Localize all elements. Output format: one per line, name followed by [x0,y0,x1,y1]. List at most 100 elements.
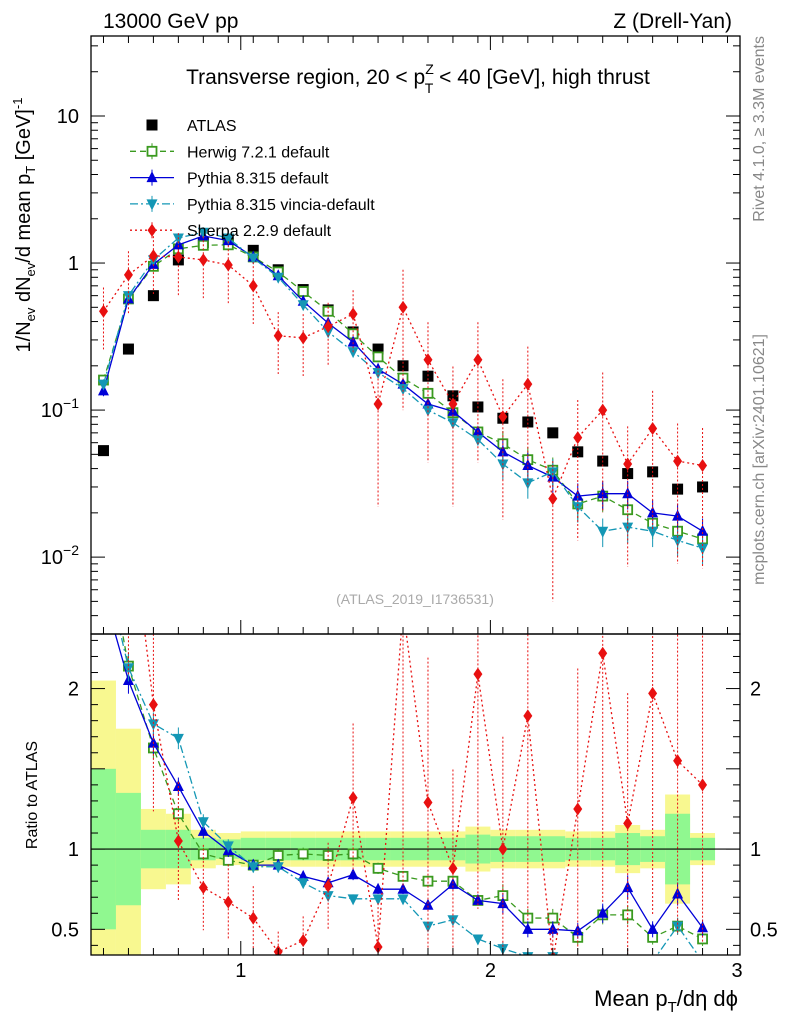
legend-entry-pythia: Pythia 8.315 default [130,169,329,188]
ratio-point-vincia-14 [447,915,459,927]
ratio-point-pythia-20 [597,906,609,918]
point-vincia-7 [272,272,284,284]
ratio-point-herwig-0 [99,524,108,533]
point-sherpa-9 [323,320,333,334]
ratio-point-vincia-11 [372,894,384,906]
side-rivet-text: Rivet 4.1.0, ≥ 3.3M events [751,36,768,222]
point-vincia-4 [197,227,209,239]
ratio-point-sherpa-22 [648,686,658,700]
ratio-point-sherpa-14 [448,861,458,875]
point-atlas-21 [622,468,634,480]
point-vincia-6 [247,253,259,265]
ratio-point-vincia-2 [147,719,159,731]
ratio-point-pythia-13 [422,898,434,910]
ratio-series-sherpa [127,634,708,955]
point-sherpa-2 [148,249,158,263]
point-sherpa-10 [348,307,358,321]
main-ytick-label-1: 10−1 [41,395,79,422]
legend-label-atlas: ATLAS [187,118,237,135]
ratio-point-sherpa-17 [523,709,533,723]
main-ytick-label-3: 10 [57,106,79,128]
ratio-ytick-label-left-0: 0.5 [51,919,79,941]
point-pythia-10 [347,335,359,347]
point-sherpa-6 [248,279,258,293]
x-axis-label: Mean pT/dη dϕ [594,986,738,1016]
point-atlas-18 [547,427,559,439]
point-sherpa-4 [198,253,208,267]
ratio-point-vincia-24 [697,957,708,968]
ratio-ytick-label-left-2: 2 [68,679,79,701]
point-atlas-6 [247,244,259,256]
ratio-point-sherpa-24 [698,778,708,792]
point-sherpa-19 [573,431,583,445]
main-ytick-label-2: 1 [68,253,79,275]
ratio-ytick-label-right-2: 2 [750,679,761,701]
main-y-axis-label: 1/Nev dNev/d mean pT [GeV]-1 [10,98,38,353]
point-vincia-18 [547,467,559,479]
ratio-frame [90,633,741,956]
point-vincia-22 [647,526,659,538]
ratio-point-herwig-5 [222,854,234,866]
main-ytick-exp-1: −1 [63,395,79,411]
ratio-point-sherpa-3 [173,834,183,848]
legend-entry-atlas: ATLAS [146,118,237,135]
point-sherpa-20 [598,403,608,417]
ratio-point-vincia-6 [247,862,259,874]
ratio-point-sherpa-16 [498,842,508,856]
point-sherpa-23 [673,454,683,468]
point-vincia-15 [472,435,484,447]
point-vincia-10 [347,347,359,359]
point-vincia-12 [397,384,409,396]
point-atlas-19 [572,446,584,458]
ratio-point-pythia-17 [522,922,534,934]
point-sherpa-24 [698,458,708,472]
ratio-point-herwig-8 [297,848,309,860]
series-vincia [97,227,709,565]
point-sherpa-17 [523,377,533,391]
legend-marker-sherpa [147,223,157,237]
x-label-sub: T [668,999,677,1016]
ratio-point-sherpa-4 [198,881,208,895]
legend: ATLAS Herwig 7.2.1 default Pythia 8.315 de… [130,118,375,240]
point-sherpa-16 [498,410,508,424]
legend-label-vincia: Pythia 8.315 vincia-default [187,197,375,214]
ratio-point-vincia-5 [222,841,234,853]
ratio-point-pythia-22 [647,922,659,934]
main-ytick-base-3: 10 [57,106,79,128]
analysis-watermark: (ATLAS_2019_I1736531) [336,591,494,607]
legend-label-sherpa: Sherpa 2.2.9 default [187,223,332,240]
point-vincia-5 [222,233,234,245]
main-ytick-base-1: 10 [41,400,63,422]
ratio-point-herwig-18 [547,912,559,924]
ratio-point-sherpa-21 [623,816,633,830]
ratio-point-pythia-4 [197,824,209,836]
x-label-part-1: Mean p [594,986,667,1011]
point-sherpa-12 [398,300,408,314]
ratio-point-vincia-19 [572,957,583,968]
ratio-point-vincia-12 [397,894,409,906]
ratio-point-pythia-10 [347,868,359,880]
point-vincia-8 [297,300,309,312]
ratio-point-vincia-4 [197,817,209,829]
point-pythia-23 [672,509,684,521]
point-vincia-19 [572,502,584,514]
point-herwig-11 [372,351,384,363]
point-sherpa-18 [548,492,558,506]
series-sherpa [98,232,708,602]
ratio-point-sherpa-2 [148,698,158,712]
title-sub-t: T [425,80,434,96]
legend-marker-vincia [146,199,158,211]
point-atlas-0 [97,445,109,457]
point-sherpa-11 [373,397,383,411]
main-plot [97,227,709,602]
ratio-point-sherpa-15 [473,667,483,681]
ratio-y-axis-label: Ratio to ATLAS [24,741,41,849]
legend-entry-sherpa: Sherpa 2.2.9 default [130,222,332,240]
ratio-point-sherpa-18 [552,954,553,955]
point-vincia-11 [372,368,384,380]
point-sherpa-22 [648,421,658,435]
ratio-point-pythia-11 [372,882,384,894]
point-sherpa-3 [173,250,183,264]
